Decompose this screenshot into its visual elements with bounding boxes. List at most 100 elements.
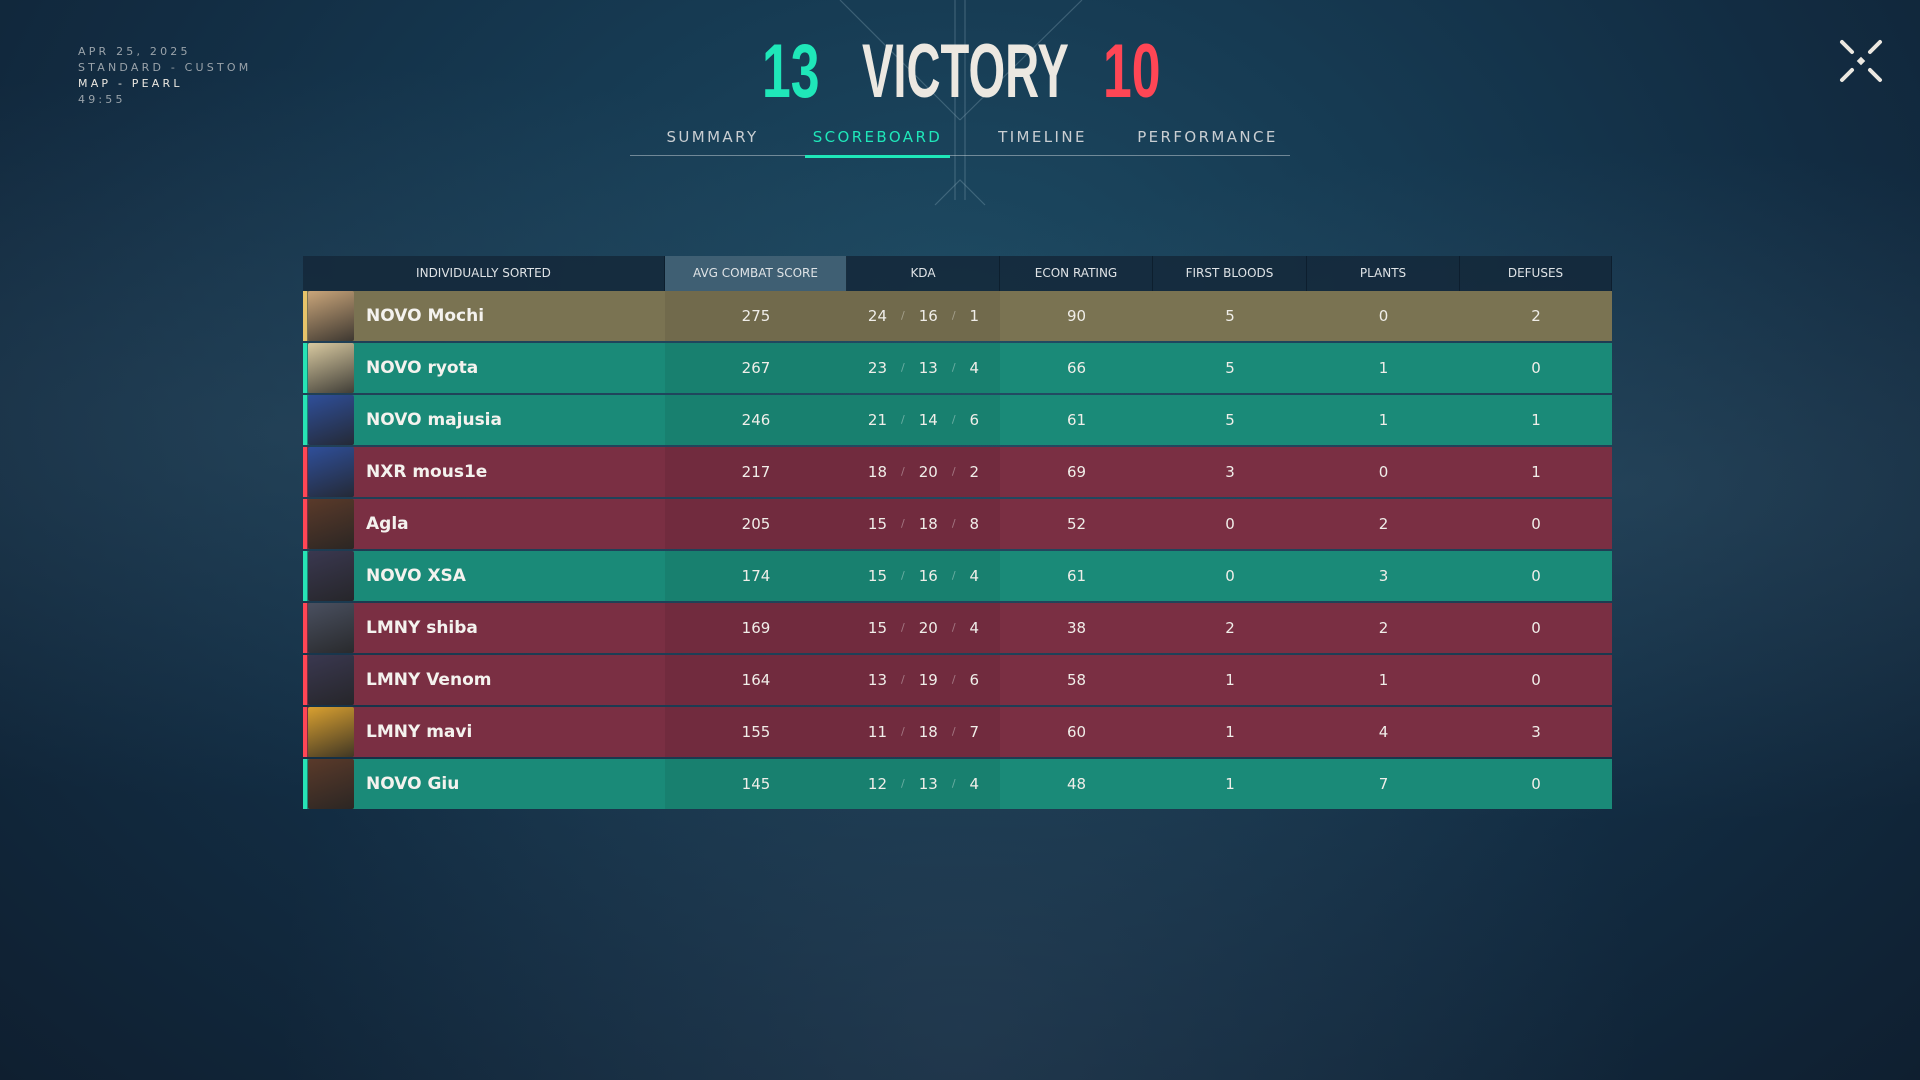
table-row[interactable]: NOVO Mochi 275 24 / 16 / 1 90 5 0 2 [303,291,1612,341]
deaths: 20 [918,463,938,481]
defuses-value: 1 [1531,463,1541,481]
player-cell: NXR mous1e [303,447,665,497]
assists: 7 [969,723,980,741]
econ-value: 69 [1066,463,1087,481]
player-cell: NOVO Mochi [303,291,665,341]
first-bloods-value: 0 [1225,567,1235,585]
close-icon[interactable] [1836,36,1886,86]
player-cell: Agla [303,499,665,549]
match-date: APR 25, 2025 [78,45,191,58]
econ-value: 60 [1066,723,1087,741]
kills: 23 [867,359,887,377]
deaths: 14 [918,411,938,429]
kills: 15 [867,567,887,585]
agent-avatar [308,707,354,757]
tab-performance[interactable]: PERFORMANCE [1137,128,1278,146]
table-header: INDIVIDUALLY SORTED AVG COMBAT SCORE KDA… [303,256,1612,291]
enemy-score: 10 [1103,29,1161,114]
sort-acs[interactable]: AVG COMBAT SCORE [665,256,847,291]
table-row[interactable]: NOVO ryota 267 23 / 13 / 4 66 5 1 0 [303,343,1612,393]
table-row[interactable]: LMNY Venom 164 13 / 19 / 6 58 1 1 0 [303,655,1612,705]
player-name: Agla [366,514,409,534]
kda-value: 23 / 13 / 4 [847,343,1000,393]
table-row[interactable]: NOVO XSA 174 15 / 16 / 4 61 0 3 0 [303,551,1612,601]
player-cell: LMNY mavi [303,707,665,757]
assists: 4 [969,567,980,585]
kills: 24 [867,307,887,325]
kills: 11 [867,723,887,741]
agent-avatar [308,447,354,497]
kda-value: 24 / 16 / 1 [847,291,1000,341]
player-name: NXR mous1e [366,462,488,482]
agent-avatar [308,655,354,705]
separator: / [901,777,905,790]
player-name: LMNY shiba [366,618,478,638]
assists: 4 [969,775,980,793]
plants-value: 0 [1378,463,1389,481]
player-name: NOVO XSA [366,566,466,586]
table-row[interactable]: LMNY mavi 155 11 / 18 / 7 60 1 4 3 [303,707,1612,757]
first-bloods-value: 5 [1225,307,1235,325]
kda-value: 15 / 18 / 8 [847,499,1000,549]
player-cell: NOVO Giu [303,759,665,809]
agent-avatar [308,395,354,445]
kda-value: 11 / 18 / 7 [847,707,1000,757]
deaths: 18 [918,723,938,741]
kda-value: 18 / 20 / 2 [847,447,1000,497]
sort-defuses[interactable]: DEFUSES [1460,256,1612,291]
tab-summary[interactable]: SUMMARY [666,128,759,146]
table-row[interactable]: NOVO Giu 145 12 / 13 / 4 48 1 7 0 [303,759,1612,809]
acs-value: 217 [665,447,847,497]
assists: 6 [969,411,980,429]
player-name: NOVO majusia [366,410,502,430]
sort-individually[interactable]: INDIVIDUALLY SORTED [303,256,665,291]
sort-plants[interactable]: PLANTS [1307,256,1460,291]
plants-value: 0 [1378,307,1389,325]
acs-value: 275 [665,291,847,341]
econ-value: 61 [1066,567,1087,585]
assists: 6 [969,671,980,689]
tab-scoreboard[interactable]: SCOREBOARD [795,124,960,158]
separator: / [951,621,956,634]
defuses-value: 0 [1531,359,1541,377]
sort-kda[interactable]: KDA [847,256,1000,291]
econ-value: 38 [1066,619,1087,637]
defuses-value: 0 [1531,567,1541,585]
assists: 4 [969,619,980,637]
deaths: 16 [918,307,938,325]
deaths: 16 [918,567,938,585]
player-name: NOVO ryota [366,358,479,378]
econ-value: 90 [1066,307,1087,325]
agent-avatar [308,291,354,341]
separator: / [901,725,905,738]
deaths: 18 [918,515,938,533]
separator: / [901,673,905,686]
sort-econ[interactable]: ECON RATING [1000,256,1153,291]
separator: / [951,673,956,686]
defuses-value: 3 [1531,723,1541,741]
player-name: NOVO Giu [366,774,460,794]
acs-value: 145 [665,759,847,809]
table-row[interactable]: NXR mous1e 217 18 / 20 / 2 69 3 0 1 [303,447,1612,497]
separator: / [901,309,905,322]
first-bloods-value: 1 [1225,671,1235,689]
acs-value: 205 [665,499,847,549]
table-row[interactable]: LMNY shiba 169 15 / 20 / 4 38 2 2 0 [303,603,1612,653]
player-name: LMNY Venom [366,670,492,690]
tab-bar: SUMMARY SCOREBOARD TIMELINE PERFORMANCE [630,124,1290,158]
tab-timeline[interactable]: TIMELINE [998,128,1087,146]
separator: / [901,517,905,530]
assists: 1 [969,307,980,325]
kills: 13 [867,671,887,689]
table-row[interactable]: NOVO majusia 246 21 / 14 / 6 61 5 1 1 [303,395,1612,445]
sort-first-bloods[interactable]: FIRST BLOODS [1153,256,1307,291]
kda-value: 15 / 20 / 4 [847,603,1000,653]
table-row[interactable]: Agla 205 15 / 18 / 8 52 0 2 0 [303,499,1612,549]
kills: 18 [867,463,887,481]
separator: / [951,361,956,374]
separator: / [901,465,905,478]
player-cell: NOVO majusia [303,395,665,445]
separator: / [951,777,956,790]
center-ornament [839,0,1083,206]
player-name: NOVO Mochi [366,306,485,326]
